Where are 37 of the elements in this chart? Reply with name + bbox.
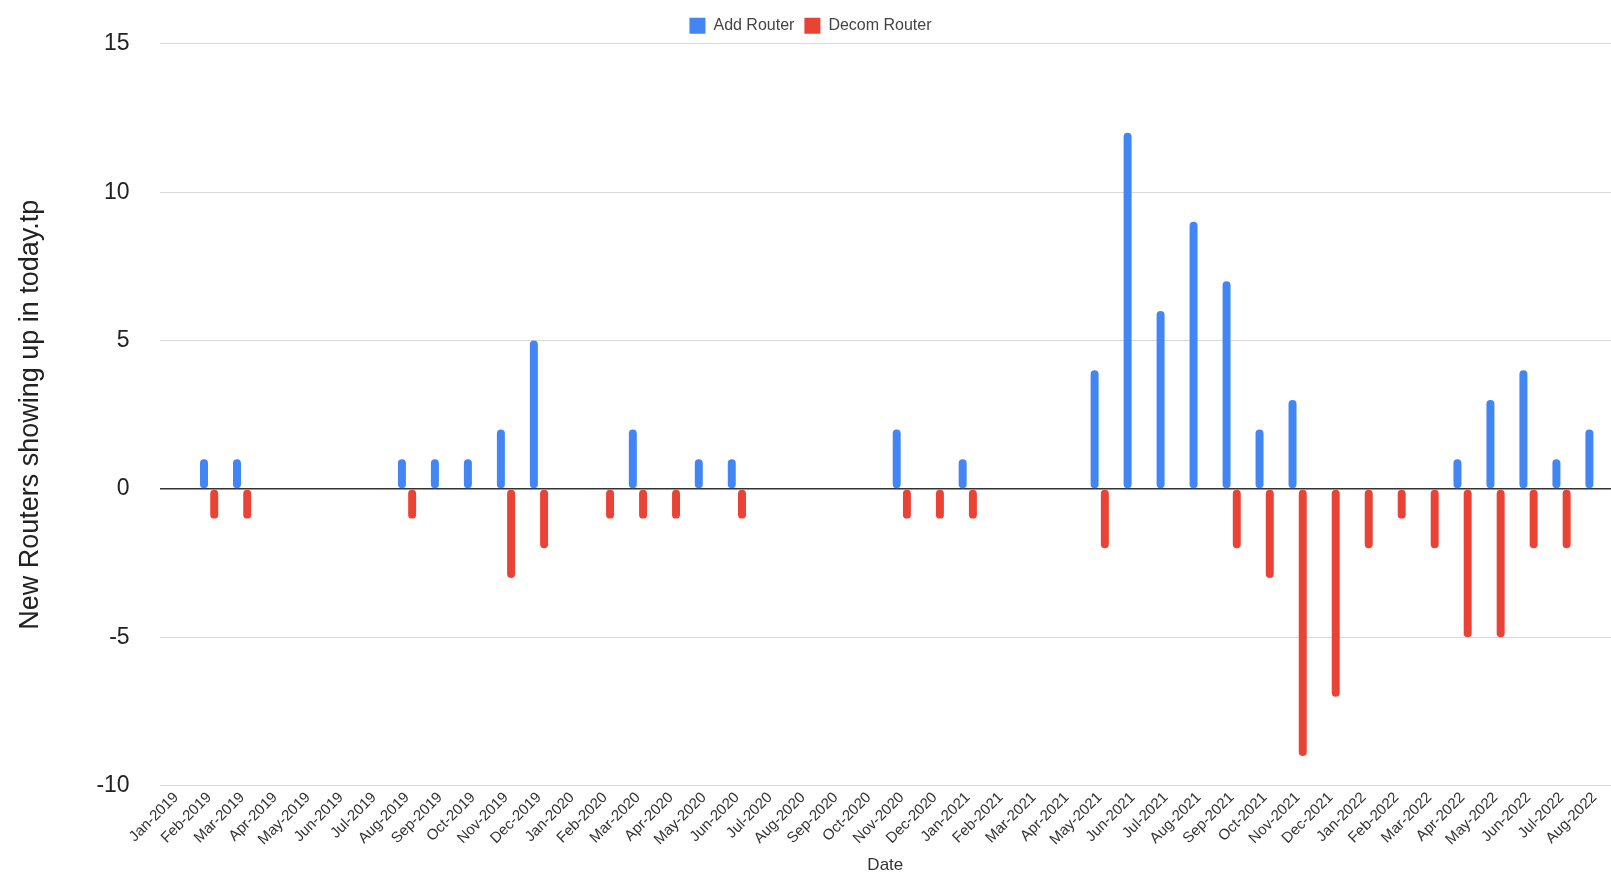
bar (1486, 399, 1495, 489)
legend-label: Decom Router (828, 16, 933, 34)
bar (496, 429, 505, 489)
bar (507, 489, 516, 578)
bar (1156, 310, 1165, 489)
bar (1288, 399, 1297, 489)
y-tick-label: -5 (109, 622, 130, 649)
x-axis-title: Date (867, 855, 904, 875)
bar (1189, 221, 1198, 489)
bar (1430, 489, 1439, 549)
bar (1255, 429, 1264, 489)
bar (1232, 489, 1241, 549)
legend-label: Add Router (713, 16, 796, 34)
y-tick-label: 10 (104, 177, 130, 204)
bar (628, 429, 637, 489)
bar (1364, 489, 1373, 549)
y-tick-label: -10 (96, 771, 130, 798)
y-tick-label: 15 (104, 29, 130, 56)
bar (1331, 489, 1340, 697)
bar (1585, 429, 1594, 489)
y-tick-label: 0 (116, 474, 130, 501)
bar (1562, 489, 1571, 549)
bar (892, 429, 901, 489)
bar (529, 340, 538, 489)
bar (1298, 489, 1307, 757)
bar (1496, 489, 1505, 638)
bar (1123, 132, 1132, 489)
bar (540, 489, 549, 549)
bar (1463, 489, 1472, 638)
bar (1265, 489, 1274, 578)
bar (1090, 370, 1099, 489)
bar (1100, 489, 1109, 549)
bar (1529, 489, 1538, 549)
bar (1519, 370, 1528, 489)
y-tick-label: 5 (116, 325, 130, 352)
y-axis-title: New Routers showing up in today.tp (13, 199, 44, 630)
bar (1222, 281, 1231, 489)
